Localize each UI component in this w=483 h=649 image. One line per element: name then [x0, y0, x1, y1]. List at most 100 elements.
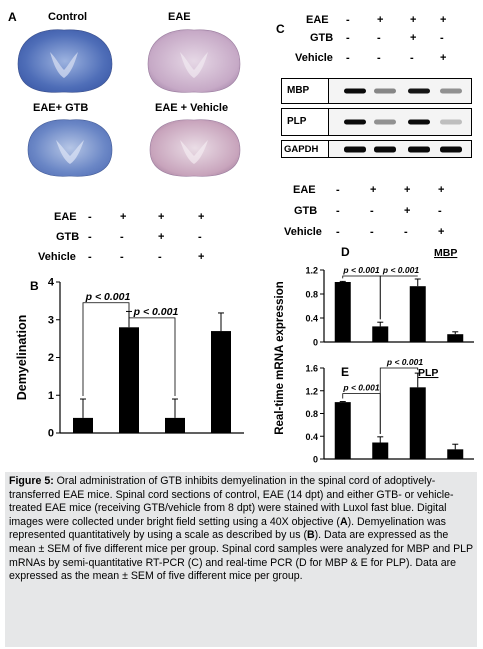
chart-e-ytick-label: 1.6	[305, 364, 318, 374]
panel-a-letter: A	[8, 10, 17, 24]
c-cell-eae-3: +	[440, 14, 447, 26]
chart-e-bar-1	[372, 442, 389, 459]
chart-d: 0 0.4 0.8 1.2 p < 0.001 p < 0.001 D MBP	[305, 245, 474, 348]
chart-b-pvalue-1: p < 0.001	[133, 306, 179, 318]
chart-d-pvalue-0: p < 0.001	[342, 265, 379, 275]
de-cell-vehicle-2: -	[404, 226, 408, 238]
chart-d-bar-3	[447, 334, 464, 342]
chart-e-pvalue-1: p < 0.001	[386, 357, 423, 367]
label-control: Control	[48, 11, 88, 23]
de-cell-gtb-2: +	[404, 205, 411, 217]
de-cell-vehicle-1: -	[370, 226, 374, 238]
blot-band-plp-3	[440, 119, 462, 125]
caption-ref-a: A	[339, 515, 348, 528]
blot-band-mbp-1	[374, 88, 396, 94]
c-cell-gtb-0: -	[346, 32, 350, 44]
c-band-label-box-plp: PLP	[281, 108, 329, 136]
blot-band-gapdh-3	[440, 146, 462, 153]
blot-band-mbp-3	[440, 88, 462, 94]
chart-e-pvalue-0: p < 0.001	[342, 383, 379, 393]
chart-b-letter: B	[30, 279, 39, 293]
chart-e-bar-3	[447, 449, 464, 459]
b-cell-vehicle-0: -	[88, 251, 92, 263]
caption-ref-b: B	[306, 529, 315, 542]
chart-e-ytick-label: 1.2	[305, 386, 318, 396]
c-band-label-plp: PLP	[287, 116, 307, 127]
chart-b-ytick-label: 3	[48, 314, 54, 326]
de-row-label-eae: EAE	[293, 184, 316, 196]
b-cell-eae-1: +	[120, 211, 127, 223]
chart-b-ytick-label: 0	[48, 428, 54, 440]
chart-b-pvalue-0: p < 0.001	[85, 291, 131, 303]
blot-frame-gapdh	[328, 140, 472, 158]
de-cell-gtb-0: -	[336, 205, 340, 217]
blot-band-gapdh-1	[374, 146, 396, 153]
b-cell-gtb-2: +	[158, 231, 165, 243]
c-row-label-gtb: GTB	[310, 32, 334, 44]
caption-text-2: ). Demyelination was represented quantit…	[9, 515, 446, 542]
b-cell-gtb-3: -	[198, 231, 202, 243]
de-cell-eae-0: -	[336, 184, 340, 196]
de-cell-eae-3: +	[438, 184, 445, 196]
de-cell-eae-2: +	[404, 184, 411, 196]
chart-d-bar-1	[372, 326, 389, 342]
b-cell-eae-2: +	[158, 211, 165, 223]
chart-e-letter: E	[341, 365, 349, 379]
blot-band-plp-2	[408, 119, 430, 125]
b-cell-gtb-1: -	[120, 231, 124, 243]
c-cell-eae-1: +	[377, 14, 384, 26]
chart-d-ytick-label: 0	[313, 338, 318, 348]
spinal-cord-images	[17, 29, 241, 177]
c-cell-gtb-1: -	[377, 32, 381, 44]
chart-d-bar-2	[409, 286, 426, 342]
chart-e-ytick-label: 0	[313, 455, 318, 465]
c-row-label-vehicle: Vehicle	[295, 52, 333, 64]
c-band-label-box-mbp: MBP	[281, 78, 329, 104]
b-cell-vehicle-1: -	[120, 251, 124, 263]
chart-e-title: PLP	[418, 367, 438, 379]
image-eae	[147, 29, 241, 93]
de-cell-gtb-1: -	[370, 205, 374, 217]
caption-label: Figure 5:	[9, 475, 54, 487]
de-row-label-gtb: GTB	[294, 205, 318, 217]
c-cell-vehicle-2: -	[410, 52, 414, 64]
chart-d-letter: D	[341, 245, 350, 259]
de-cell-eae-1: +	[370, 184, 377, 196]
chart-d-title: MBP	[434, 247, 457, 259]
blot-band-mbp-0	[344, 88, 366, 94]
de-shared-ylabel: Real-time mRNA expression	[274, 281, 286, 435]
chart-b-bar-0	[73, 417, 93, 433]
c-cell-eae-2: +	[410, 14, 417, 26]
blot-band-gapdh-0	[344, 146, 366, 153]
c-band-label-gapdh: GAPDH	[284, 144, 319, 155]
c-cell-vehicle-0: -	[346, 52, 350, 64]
blot-band-plp-0	[344, 119, 366, 125]
c-row-label-eae: EAE	[306, 14, 329, 26]
blot-band-mbp-2	[408, 88, 430, 94]
de-row-label-vehicle: Vehicle	[284, 226, 322, 238]
de-cell-vehicle-0: -	[336, 226, 340, 238]
chart-b-bar-1	[119, 327, 139, 433]
c-blot-area	[328, 78, 472, 158]
b-cell-eae-3: +	[198, 211, 205, 223]
chart-b-bracket-1	[128, 308, 176, 397]
chart-d-pvalue-1: p < 0.001	[382, 265, 419, 275]
blot-band-gapdh-2	[408, 146, 430, 153]
chart-b-bar-2	[165, 417, 185, 433]
image-eae-gtb	[27, 119, 113, 177]
label-eae: EAE	[168, 11, 191, 23]
chart-e-ytick-label: 0.8	[305, 409, 318, 419]
b-row-label-gtb: GTB	[56, 231, 80, 243]
b-row-label-vehicle: Vehicle	[38, 251, 76, 263]
image-control	[17, 29, 113, 93]
de-cell-gtb-3: -	[438, 205, 442, 217]
figure-caption: Figure 5: Oral administration of GTB inh…	[5, 472, 477, 647]
label-eae-vehicle: EAE + Vehicle	[155, 102, 229, 114]
chart-d-ytick-label: 0.8	[305, 290, 318, 300]
chart-b-bracket-0	[82, 302, 130, 397]
chart-b-ytick-label: 2	[48, 352, 54, 364]
de-cell-vehicle-3: +	[438, 226, 445, 238]
c-cell-vehicle-3: +	[440, 52, 447, 64]
b-row-label-eae: EAE	[54, 211, 77, 223]
chart-d-bracket-1	[379, 275, 418, 320]
